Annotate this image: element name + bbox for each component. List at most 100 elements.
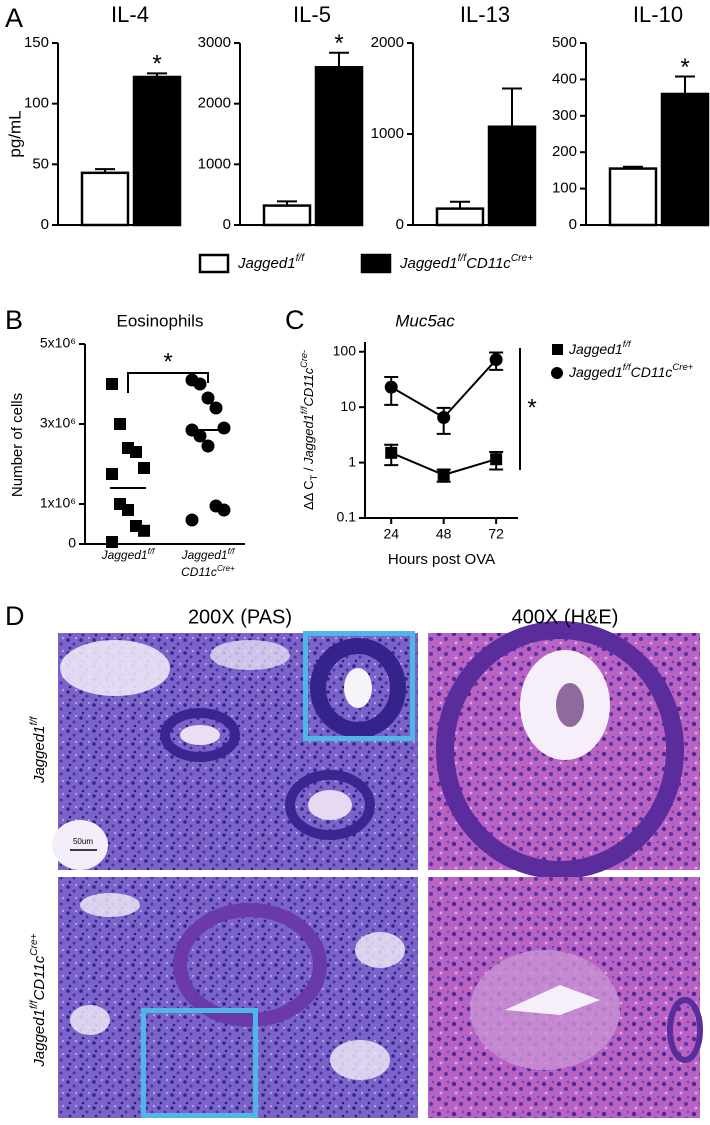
data-point bbox=[114, 418, 126, 430]
bar bbox=[80, 171, 130, 227]
y-tick-label: 3000 bbox=[198, 34, 231, 51]
y-axis-label-part: Jagged1 bbox=[301, 414, 316, 465]
x-tick-label: 24 bbox=[383, 526, 399, 542]
tissue-lumen bbox=[210, 640, 290, 670]
y-axis-label-part: ΔΔ C bbox=[301, 480, 316, 510]
zoom-box bbox=[141, 1008, 258, 1118]
y-tick-label: 0 bbox=[68, 535, 76, 551]
row-label-part: Jagged1 bbox=[31, 1009, 48, 1068]
tissue-vessel bbox=[667, 997, 703, 1063]
data-point bbox=[384, 380, 398, 394]
tissue-lumen bbox=[52, 820, 108, 870]
data-point bbox=[201, 391, 215, 405]
data-point bbox=[185, 513, 199, 527]
legend-label: Jagged1f/f bbox=[237, 253, 305, 272]
y-tick-label: 0 bbox=[223, 216, 231, 233]
x-tick-label: Jagged1f/f bbox=[101, 547, 156, 563]
x-tick-label-part: Jagged1 bbox=[181, 548, 228, 562]
histology-images: 50um bbox=[52, 621, 703, 1118]
chart-title: IL-13 bbox=[460, 2, 510, 27]
y-tick-label: 0.1 bbox=[337, 509, 357, 525]
row-label-part: Jagged1 bbox=[31, 725, 48, 784]
row-label-part: CD11c bbox=[31, 955, 48, 1000]
bar bbox=[660, 92, 710, 227]
tissue-airway bbox=[436, 621, 684, 879]
tissue-airway bbox=[173, 903, 327, 1027]
y-tick-label: 50 bbox=[32, 155, 49, 172]
x-tick-label: 48 bbox=[436, 526, 452, 542]
bar bbox=[132, 75, 182, 227]
y-tick-label: 100 bbox=[552, 180, 577, 197]
column-header: 400X (H&E) bbox=[512, 606, 619, 628]
panel-label: B bbox=[5, 305, 23, 335]
data-point bbox=[217, 503, 231, 517]
x-tick-label-part: f/f bbox=[228, 547, 236, 556]
data-point bbox=[130, 446, 142, 458]
legend-marker bbox=[551, 367, 563, 379]
y-tick-label: 100 bbox=[333, 342, 357, 358]
tissue-airway bbox=[310, 638, 406, 738]
legend-label-part: f/f bbox=[296, 253, 306, 264]
legend-label-part: CD11c bbox=[466, 255, 511, 272]
row-label-part: Cre+ bbox=[29, 933, 40, 955]
significance-star: * bbox=[152, 51, 161, 78]
legend-label: Jagged1f/f bbox=[568, 339, 632, 357]
significance-bracket bbox=[127, 372, 209, 393]
legend-label-part: f/f bbox=[623, 362, 632, 373]
x-tick-label-part: Jagged1 bbox=[101, 548, 148, 562]
x-tick-label-part: f/f bbox=[148, 547, 156, 556]
data-point bbox=[122, 504, 134, 516]
y-axis-label-part: Cre- bbox=[299, 350, 309, 368]
tissue-lumen bbox=[330, 1040, 390, 1080]
data-point bbox=[193, 429, 207, 443]
y-axis-label-part: f/f bbox=[299, 405, 309, 414]
row-label: Jagged1f/f bbox=[29, 716, 48, 784]
panel-label: A bbox=[5, 3, 23, 33]
data-point bbox=[138, 462, 150, 474]
chart-title: IL-5 bbox=[293, 2, 331, 27]
panel-label: D bbox=[5, 601, 25, 631]
y-tick-label: 150 bbox=[24, 34, 49, 51]
y-tick-label: 3x10⁶ bbox=[40, 415, 76, 431]
data-point bbox=[138, 524, 150, 537]
legend-label-part: f/f bbox=[623, 339, 632, 350]
y-tick-label: 1000 bbox=[371, 125, 404, 142]
data-point bbox=[217, 421, 231, 435]
x-tick-label-part: Cre+ bbox=[217, 564, 235, 573]
y-tick-label: 10 bbox=[340, 398, 356, 414]
tissue-lumen bbox=[505, 985, 600, 1015]
tissue-lumen bbox=[308, 790, 352, 820]
y-tick-label: 1 bbox=[348, 453, 356, 469]
row-label: Jagged1f/fCD11cCre+ bbox=[29, 933, 48, 1067]
y-axis-label: ΔΔ CT / Jagged1f/fCD11cCre- bbox=[299, 350, 319, 510]
y-tick-label: 100 bbox=[24, 95, 49, 112]
data-point bbox=[489, 353, 503, 367]
chart-title: Muc5ac bbox=[395, 311, 455, 330]
data-point bbox=[490, 453, 503, 466]
chart-title: Eosinophils bbox=[117, 311, 204, 330]
x-tick-label: CD11cCre+ bbox=[181, 564, 235, 580]
row-label-part: f/f bbox=[29, 716, 40, 726]
y-tick-label: 500 bbox=[552, 34, 577, 51]
data-point bbox=[385, 446, 398, 459]
y-tick-label: 1x10⁶ bbox=[40, 495, 76, 511]
y-tick-label: 300 bbox=[552, 107, 577, 124]
bar bbox=[487, 125, 537, 227]
data-point bbox=[106, 378, 118, 390]
chart-title: IL-4 bbox=[111, 2, 149, 27]
data-point bbox=[437, 468, 450, 481]
column-header: 200X (PAS) bbox=[188, 606, 292, 628]
scale-bar-label: 50um bbox=[73, 837, 93, 846]
legend-label: Jagged1f/fCD11cCre+ bbox=[568, 362, 694, 380]
axis bbox=[84, 344, 245, 545]
tissue-lumen bbox=[70, 1005, 110, 1035]
y-tick-label: 1000 bbox=[198, 155, 231, 172]
y-tick-label: 2000 bbox=[371, 34, 404, 51]
x-tick-label: Jagged1f/f bbox=[181, 547, 236, 563]
legend-label: Jagged1f/fCD11cCre+ bbox=[399, 253, 533, 272]
tissue-airway bbox=[285, 770, 375, 840]
legend-swatch bbox=[360, 253, 392, 274]
x-axis-label: Hours post OVA bbox=[388, 551, 495, 568]
